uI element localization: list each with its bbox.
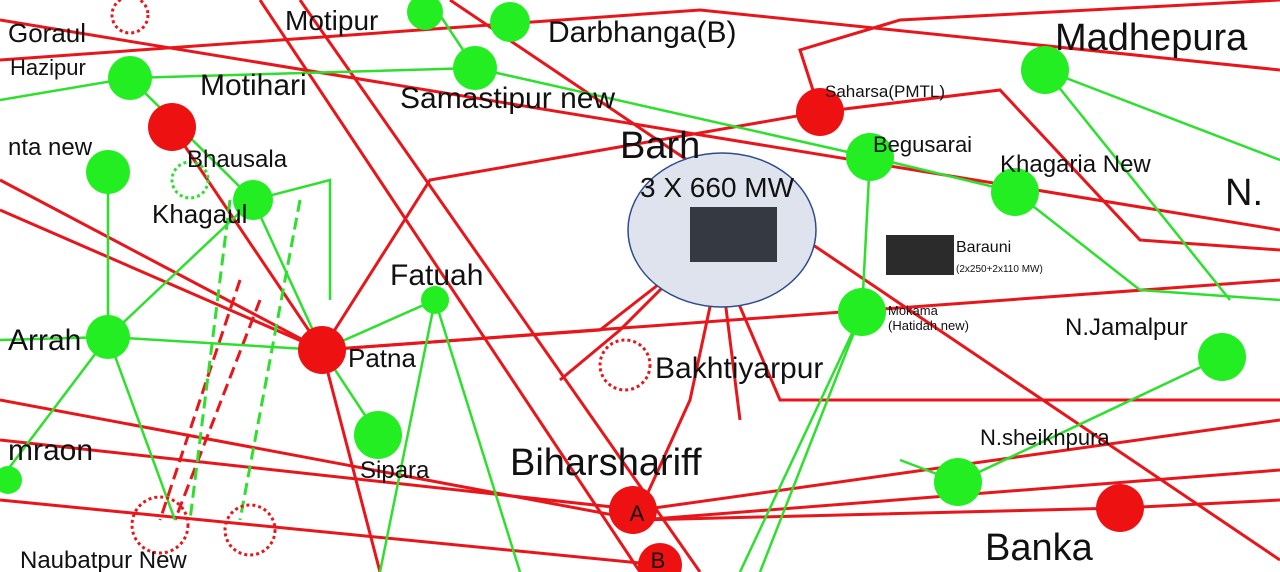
place-label: Goraul [8, 18, 86, 48]
substation [490, 2, 530, 42]
substation [991, 168, 1039, 216]
place-label: Barh [620, 125, 700, 167]
place-label: Mokama [888, 303, 939, 318]
place-label: Sipara [360, 457, 430, 484]
place-label: Darbhanga(B) [548, 16, 736, 49]
substation [407, 0, 443, 30]
substations [0, 0, 1246, 572]
substation [838, 288, 886, 336]
substation [1096, 484, 1144, 532]
substation [86, 315, 130, 359]
place-label: nta new [8, 134, 93, 161]
place-label: Fatuah [390, 259, 483, 292]
substation [421, 286, 449, 314]
place-label: 3 X 660 MW [640, 172, 795, 203]
place-label: Biharshariff [510, 442, 702, 484]
place-label: A [630, 501, 645, 526]
place-label: N.Jamalpur [1065, 314, 1188, 341]
place-label: Begusarai [873, 132, 972, 157]
place-label: Motipur [285, 5, 378, 36]
substation [846, 133, 894, 181]
substation [1198, 333, 1246, 381]
place-label: Banka [985, 527, 1094, 569]
substation [354, 411, 402, 459]
barauni-plant [886, 235, 954, 275]
place-label: Madhepura [1055, 17, 1248, 59]
place-label: Motihari [200, 69, 307, 102]
place-label: Khagaria New [1000, 151, 1151, 178]
substation [638, 543, 682, 572]
place-label: N. [1225, 172, 1263, 214]
place-label: (2x250+2x110 MW) [956, 264, 1043, 275]
place-label: Barauni [956, 239, 1011, 256]
place-label: Naubatpur New [20, 547, 187, 572]
substation [796, 88, 844, 136]
substation [934, 458, 982, 506]
place-label: Hazipur [10, 55, 86, 80]
hatched-areas [110, 0, 652, 557]
place-label: (Hatidah new) [888, 318, 969, 333]
place-label: B [651, 548, 666, 572]
barh-plant [690, 207, 777, 262]
place-label: Samastipur new [400, 82, 615, 115]
place-label: N.sheikhpura [980, 425, 1110, 450]
substation [298, 326, 346, 374]
substation [453, 46, 497, 90]
substation [0, 466, 22, 494]
substation [609, 486, 657, 534]
place-label: Khagaul [152, 199, 247, 229]
place-label: Bhausala [187, 146, 288, 173]
substation [108, 56, 152, 100]
place-label: mraon [8, 434, 93, 467]
place-label: Bakhtiyarpur [655, 352, 823, 385]
place-label: Saharsa(PMTL) [825, 82, 945, 101]
labels: Goraul Motipur Darbhanga(B) Madhepura Hazipu… [8, 5, 1263, 572]
substation [86, 150, 130, 194]
substation [148, 103, 196, 151]
substation [1021, 46, 1069, 94]
substation [233, 180, 273, 220]
place-label: Arrah [8, 324, 81, 357]
place-label: Patna [348, 343, 416, 373]
